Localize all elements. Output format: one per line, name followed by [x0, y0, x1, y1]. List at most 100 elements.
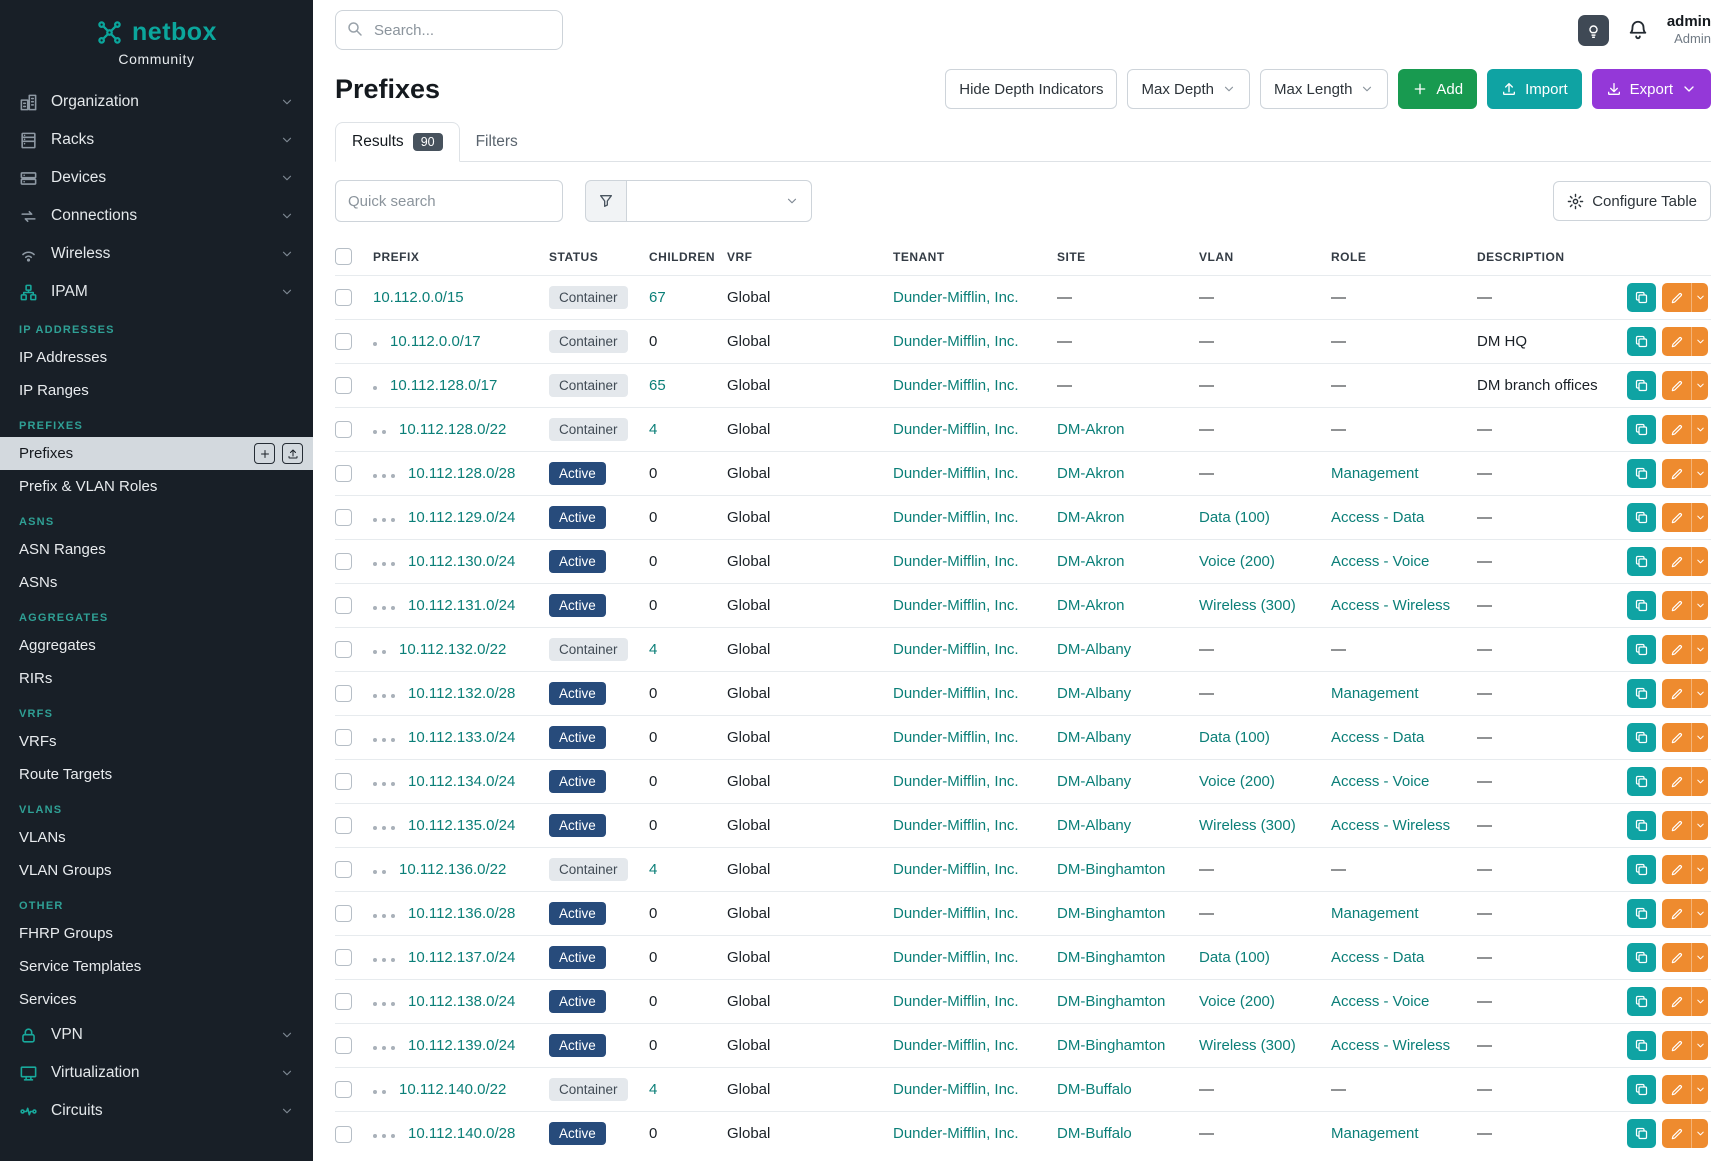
export-dropdown-button[interactable]: Export: [1591, 69, 1711, 109]
column-header-vrf[interactable]: VRF: [727, 238, 893, 276]
role-link[interactable]: Management: [1331, 1125, 1419, 1143]
select-all-checkbox[interactable]: [335, 248, 352, 265]
row-checkbox[interactable]: [335, 729, 352, 747]
pencil-icon[interactable]: [1662, 987, 1691, 1016]
site-link[interactable]: DM-Akron: [1057, 421, 1125, 438]
hide-depth-indicators-button[interactable]: Hide Depth Indicators: [945, 69, 1118, 109]
edit-dropdown-caret[interactable]: [1691, 1119, 1708, 1149]
edit-dropdown-caret[interactable]: [1691, 679, 1708, 708]
edit-dropdown-caret[interactable]: [1691, 503, 1708, 532]
pencil-icon[interactable]: [1662, 415, 1691, 444]
pencil-icon[interactable]: [1662, 811, 1691, 840]
vlan-link[interactable]: Wireless (300): [1199, 817, 1296, 834]
row-checkbox[interactable]: [335, 993, 352, 1011]
prefix-link[interactable]: 10.112.0.0/17: [390, 333, 481, 350]
prefix-link[interactable]: 10.112.130.0/24: [408, 553, 516, 570]
tenant-link[interactable]: Dunder-Mifflin, Inc.: [893, 861, 1019, 878]
sidebar-item-organization[interactable]: Organization: [0, 83, 313, 121]
vlan-link[interactable]: Voice (200): [1199, 553, 1275, 570]
edit-split-button[interactable]: [1662, 547, 1708, 576]
role-link[interactable]: Access - Voice: [1331, 553, 1430, 570]
row-checkbox[interactable]: [335, 421, 352, 439]
vlan-link[interactable]: Data (100): [1199, 509, 1270, 526]
site-link[interactable]: DM-Akron: [1057, 597, 1125, 614]
tenant-link[interactable]: Dunder-Mifflin, Inc.: [893, 553, 1019, 570]
prefix-link[interactable]: 10.112.136.0/28: [408, 905, 516, 922]
edit-split-button[interactable]: [1662, 679, 1708, 708]
copy-button[interactable]: [1627, 591, 1656, 620]
copy-button[interactable]: [1627, 811, 1656, 840]
max-depth-dropdown[interactable]: Max Depth: [1127, 69, 1251, 109]
sidebar-item-services[interactable]: Services: [0, 983, 313, 1016]
prefix-link[interactable]: 10.112.128.0/17: [390, 377, 498, 394]
copy-button[interactable]: [1627, 459, 1656, 488]
children-link[interactable]: 67: [649, 289, 666, 306]
edit-dropdown-caret[interactable]: [1691, 855, 1708, 884]
edit-dropdown-caret[interactable]: [1691, 415, 1708, 444]
row-checkbox[interactable]: [335, 553, 352, 571]
brand-logo[interactable]: netbox Community: [0, 0, 313, 75]
edit-split-button[interactable]: [1662, 503, 1708, 532]
edit-split-button[interactable]: [1662, 723, 1708, 752]
sidebar-item-circuits[interactable]: Circuits: [0, 1092, 313, 1130]
tab-results[interactable]: Results 90: [335, 122, 460, 162]
role-link[interactable]: Access - Voice: [1331, 993, 1430, 1010]
copy-button[interactable]: [1627, 283, 1656, 312]
column-header-tenant[interactable]: TENANT: [893, 238, 1057, 276]
sidebar-item-aggregates[interactable]: Aggregates: [0, 629, 313, 662]
tenant-link[interactable]: Dunder-Mifflin, Inc.: [893, 289, 1019, 306]
row-checkbox[interactable]: [335, 773, 352, 791]
row-checkbox[interactable]: [335, 905, 352, 923]
prefix-link[interactable]: 10.112.139.0/24: [408, 1037, 516, 1054]
column-header-role[interactable]: ROLE: [1331, 238, 1477, 276]
tenant-link[interactable]: Dunder-Mifflin, Inc.: [893, 905, 1019, 922]
children-link[interactable]: 4: [649, 1081, 658, 1098]
row-checkbox[interactable]: [335, 377, 352, 395]
copy-button[interactable]: [1627, 371, 1656, 400]
sidebar-item-devices[interactable]: Devices: [0, 159, 313, 197]
theme-toggle-button[interactable]: [1577, 14, 1609, 46]
prefix-link[interactable]: 10.112.136.0/22: [399, 861, 507, 878]
edit-split-button[interactable]: [1662, 327, 1708, 356]
prefix-link[interactable]: 10.112.138.0/24: [408, 993, 516, 1010]
prefix-link[interactable]: 10.112.137.0/24: [408, 949, 516, 966]
row-checkbox[interactable]: [335, 949, 352, 967]
role-link[interactable]: Access - Data: [1331, 509, 1425, 526]
vlan-link[interactable]: Wireless (300): [1199, 1037, 1296, 1054]
edit-dropdown-caret[interactable]: [1691, 723, 1708, 752]
configure-table-button[interactable]: Configure Table: [1553, 181, 1711, 221]
edit-dropdown-caret[interactable]: [1691, 1031, 1708, 1060]
row-checkbox[interactable]: [335, 685, 352, 703]
site-link[interactable]: DM-Albany: [1057, 729, 1132, 746]
site-link[interactable]: DM-Binghamton: [1057, 949, 1166, 966]
site-link[interactable]: DM-Akron: [1057, 553, 1125, 570]
prefix-link[interactable]: 10.112.135.0/24: [408, 817, 516, 834]
tenant-link[interactable]: Dunder-Mifflin, Inc.: [893, 641, 1019, 658]
site-link[interactable]: DM-Buffalo: [1057, 1081, 1132, 1098]
sidebar-item-vlans[interactable]: VLANs: [0, 821, 313, 854]
sidebar-item-wireless[interactable]: Wireless: [0, 235, 313, 273]
role-link[interactable]: Access - Voice: [1331, 773, 1430, 790]
tenant-link[interactable]: Dunder-Mifflin, Inc.: [893, 333, 1019, 350]
edit-dropdown-caret[interactable]: [1691, 459, 1708, 488]
role-link[interactable]: Management: [1331, 685, 1419, 702]
tenant-link[interactable]: Dunder-Mifflin, Inc.: [893, 465, 1019, 482]
copy-button[interactable]: [1627, 679, 1656, 708]
row-checkbox[interactable]: [335, 1037, 352, 1055]
sidebar-item-asn-ranges[interactable]: ASN Ranges: [0, 533, 313, 566]
pencil-icon[interactable]: [1662, 1075, 1691, 1104]
copy-button[interactable]: [1627, 723, 1656, 752]
pencil-icon[interactable]: [1662, 899, 1691, 928]
vlan-link[interactable]: Wireless (300): [1199, 597, 1296, 614]
sidebar-item-rirs[interactable]: RIRs: [0, 662, 313, 695]
row-checkbox[interactable]: [335, 597, 352, 615]
tenant-link[interactable]: Dunder-Mifflin, Inc.: [893, 1125, 1019, 1143]
prefix-link[interactable]: 10.112.129.0/24: [408, 509, 516, 526]
edit-split-button[interactable]: [1662, 635, 1708, 664]
pencil-icon[interactable]: [1662, 371, 1691, 400]
tenant-link[interactable]: Dunder-Mifflin, Inc.: [893, 377, 1019, 394]
edit-dropdown-caret[interactable]: [1691, 591, 1708, 620]
edit-split-button[interactable]: [1662, 459, 1708, 488]
edit-split-button[interactable]: [1662, 767, 1708, 796]
row-checkbox[interactable]: [335, 1081, 352, 1099]
